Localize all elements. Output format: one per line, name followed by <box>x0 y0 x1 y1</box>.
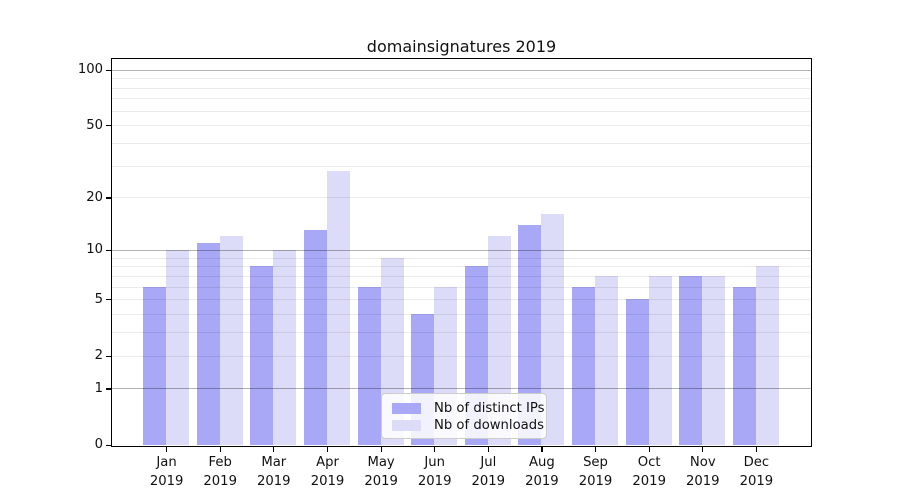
bar-ips-jan <box>143 286 166 445</box>
bar-downloads-dec <box>755 266 779 445</box>
bar-ips-nov <box>679 275 703 445</box>
bar-downloads-aug <box>541 214 565 445</box>
legend: Nb of distinct IPs Nb of downloads <box>381 393 547 439</box>
bar-downloads-oct <box>648 275 672 445</box>
y-tick-label-2: 2 <box>94 348 103 364</box>
x-tick-mark-may <box>380 447 382 452</box>
bar-ips-sep <box>571 286 595 445</box>
x-tick-label-sep: Sep 2019 <box>578 455 613 489</box>
y-tick-label-20: 20 <box>86 189 103 205</box>
x-tick-label-oct: Oct 2019 <box>632 455 666 489</box>
y-tick-mark-50 <box>106 125 111 127</box>
x-tick-mark-jan <box>166 447 168 452</box>
x-tick-mark-oct <box>648 447 650 452</box>
x-tick-label-may: May 2019 <box>364 455 398 489</box>
y-tick-mark-2 <box>106 355 111 357</box>
y-tick-label-100: 100 <box>77 62 103 78</box>
bar-ips-feb <box>196 242 220 445</box>
bar-ips-oct <box>625 299 649 445</box>
x-tick-mark-feb <box>219 447 221 452</box>
legend-swatch-ips <box>392 402 421 415</box>
x-tick-mark-jun <box>434 447 436 452</box>
y-tick-label-10: 10 <box>86 242 103 258</box>
plot-area: Nb of distinct IPs Nb of downloads <box>111 58 812 447</box>
bar-ips-mar <box>250 266 274 445</box>
y-tick-mark-20 <box>106 197 111 199</box>
bar-ips-may <box>357 286 381 445</box>
bar-downloads-mar <box>273 249 297 445</box>
bar-downloads-jan <box>166 249 189 445</box>
y-tick-mark-100 <box>106 69 111 71</box>
legend-row-downloads: Nb of downloads <box>392 417 544 434</box>
y-tick-label-50: 50 <box>86 117 103 133</box>
y-tick-label-5: 5 <box>94 291 103 307</box>
x-tick-label-dec: Dec 2019 <box>739 455 774 489</box>
x-tick-label-jan: Jan 2019 <box>149 455 184 489</box>
legend-label-downloads: Nb of downloads <box>434 418 544 433</box>
x-tick-mark-sep <box>594 447 597 452</box>
x-tick-mark-apr <box>326 447 329 452</box>
x-tick-mark-dec <box>755 447 758 452</box>
x-tick-mark-nov <box>702 447 704 452</box>
bar-downloads-jul <box>487 236 511 445</box>
y-tick-mark-0 <box>106 444 111 447</box>
x-tick-mark-aug <box>541 447 543 452</box>
legend-row-ips: Nb of distinct IPs <box>392 400 545 417</box>
bar-downloads-sep <box>594 275 618 445</box>
x-tick-label-apr: Apr 2019 <box>310 455 345 489</box>
x-tick-label-nov: Nov 2019 <box>686 455 720 489</box>
x-tick-mark-jul <box>487 447 489 452</box>
x-tick-label-mar: Mar 2019 <box>257 455 291 489</box>
y-tick-mark-5 <box>106 299 111 301</box>
legend-swatch-downloads <box>392 419 421 432</box>
y-tick-mark-1 <box>106 388 111 390</box>
bar-downloads-apr <box>326 171 350 445</box>
x-tick-label-jul: Jul 2019 <box>471 455 506 489</box>
x-tick-label-jun: Jun 2019 <box>417 455 452 489</box>
x-tick-mark-mar <box>273 447 275 452</box>
bar-ips-apr <box>303 230 327 445</box>
y-tick-label-0: 0 <box>94 437 103 453</box>
bar-ips-aug <box>518 224 542 445</box>
x-tick-label-aug: Aug 2019 <box>525 455 559 489</box>
x-tick-label-feb: Feb 2019 <box>203 455 237 489</box>
legend-label-ips: Nb of distinct IPs <box>434 401 545 416</box>
bar-downloads-feb <box>219 236 243 445</box>
bar-ips-dec <box>732 286 756 445</box>
chart-title: domainsignatures 2019 <box>366 37 557 56</box>
bar-downloads-nov <box>702 275 726 445</box>
y-tick-mark-10 <box>106 249 111 252</box>
y-tick-label-1: 1 <box>94 381 103 396</box>
bars-layer <box>112 59 811 446</box>
